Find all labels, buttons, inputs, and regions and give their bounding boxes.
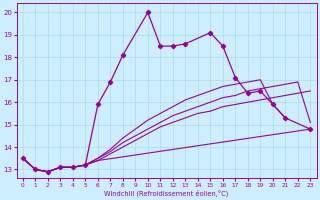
X-axis label: Windchill (Refroidissement éolien,°C): Windchill (Refroidissement éolien,°C) <box>104 189 229 197</box>
